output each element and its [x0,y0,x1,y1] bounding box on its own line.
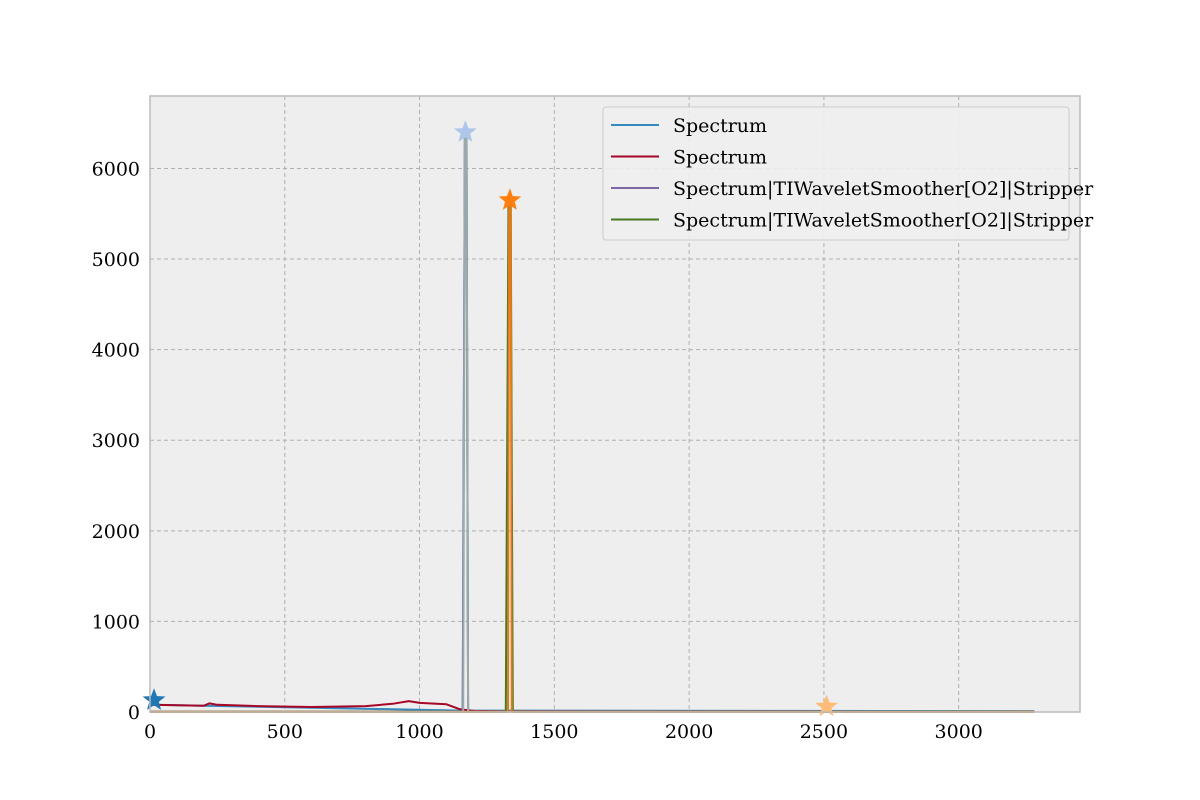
x-tick-label: 1500 [530,721,578,743]
legend-label: Spectrum [673,115,767,137]
y-tick-label: 0 [128,702,140,724]
x-tick-label: 3000 [935,721,983,743]
legend-label: Spectrum|TIWaveletSmoother[O2]|Stripper [673,178,1094,200]
series-line-2 [149,700,1035,713]
y-tick-label: 4000 [92,340,140,362]
y-axis: 0 1000 2000 3000 4000 5000 6000 [92,158,140,724]
peak-marker-3 [498,188,522,210]
x-tick-label: 2000 [665,721,713,743]
x-tick-label: 2500 [800,721,848,743]
y-tick-label: 1000 [92,611,140,633]
marker-group [142,120,838,717]
peak-marker-2 [454,120,477,142]
y-tick-label: 2000 [92,521,140,543]
grid [149,96,1080,713]
x-tick-label: 500 [267,721,303,743]
plot-frame [149,95,1081,713]
x-tick-label: 1000 [395,721,443,743]
legend-box [602,106,1070,241]
y-tick-label: 5000 [92,249,140,271]
x-axis: 0 500 1000 1500 2000 2500 3000 [144,721,983,743]
peak-marker-4 [815,694,838,717]
peak-marker-1 [142,688,166,710]
legend: Spectrum Spectrum Spectrum|TIWaveletSmooth… [602,106,1094,241]
legend-label: Spectrum|TIWaveletSmoother[O2]|Stripper [673,210,1094,232]
legend-label: Spectrum [673,147,767,169]
y-tick-label: 3000 [92,430,140,452]
y-tick-label: 6000 [92,158,140,180]
x-tick-label: 0 [144,721,156,743]
